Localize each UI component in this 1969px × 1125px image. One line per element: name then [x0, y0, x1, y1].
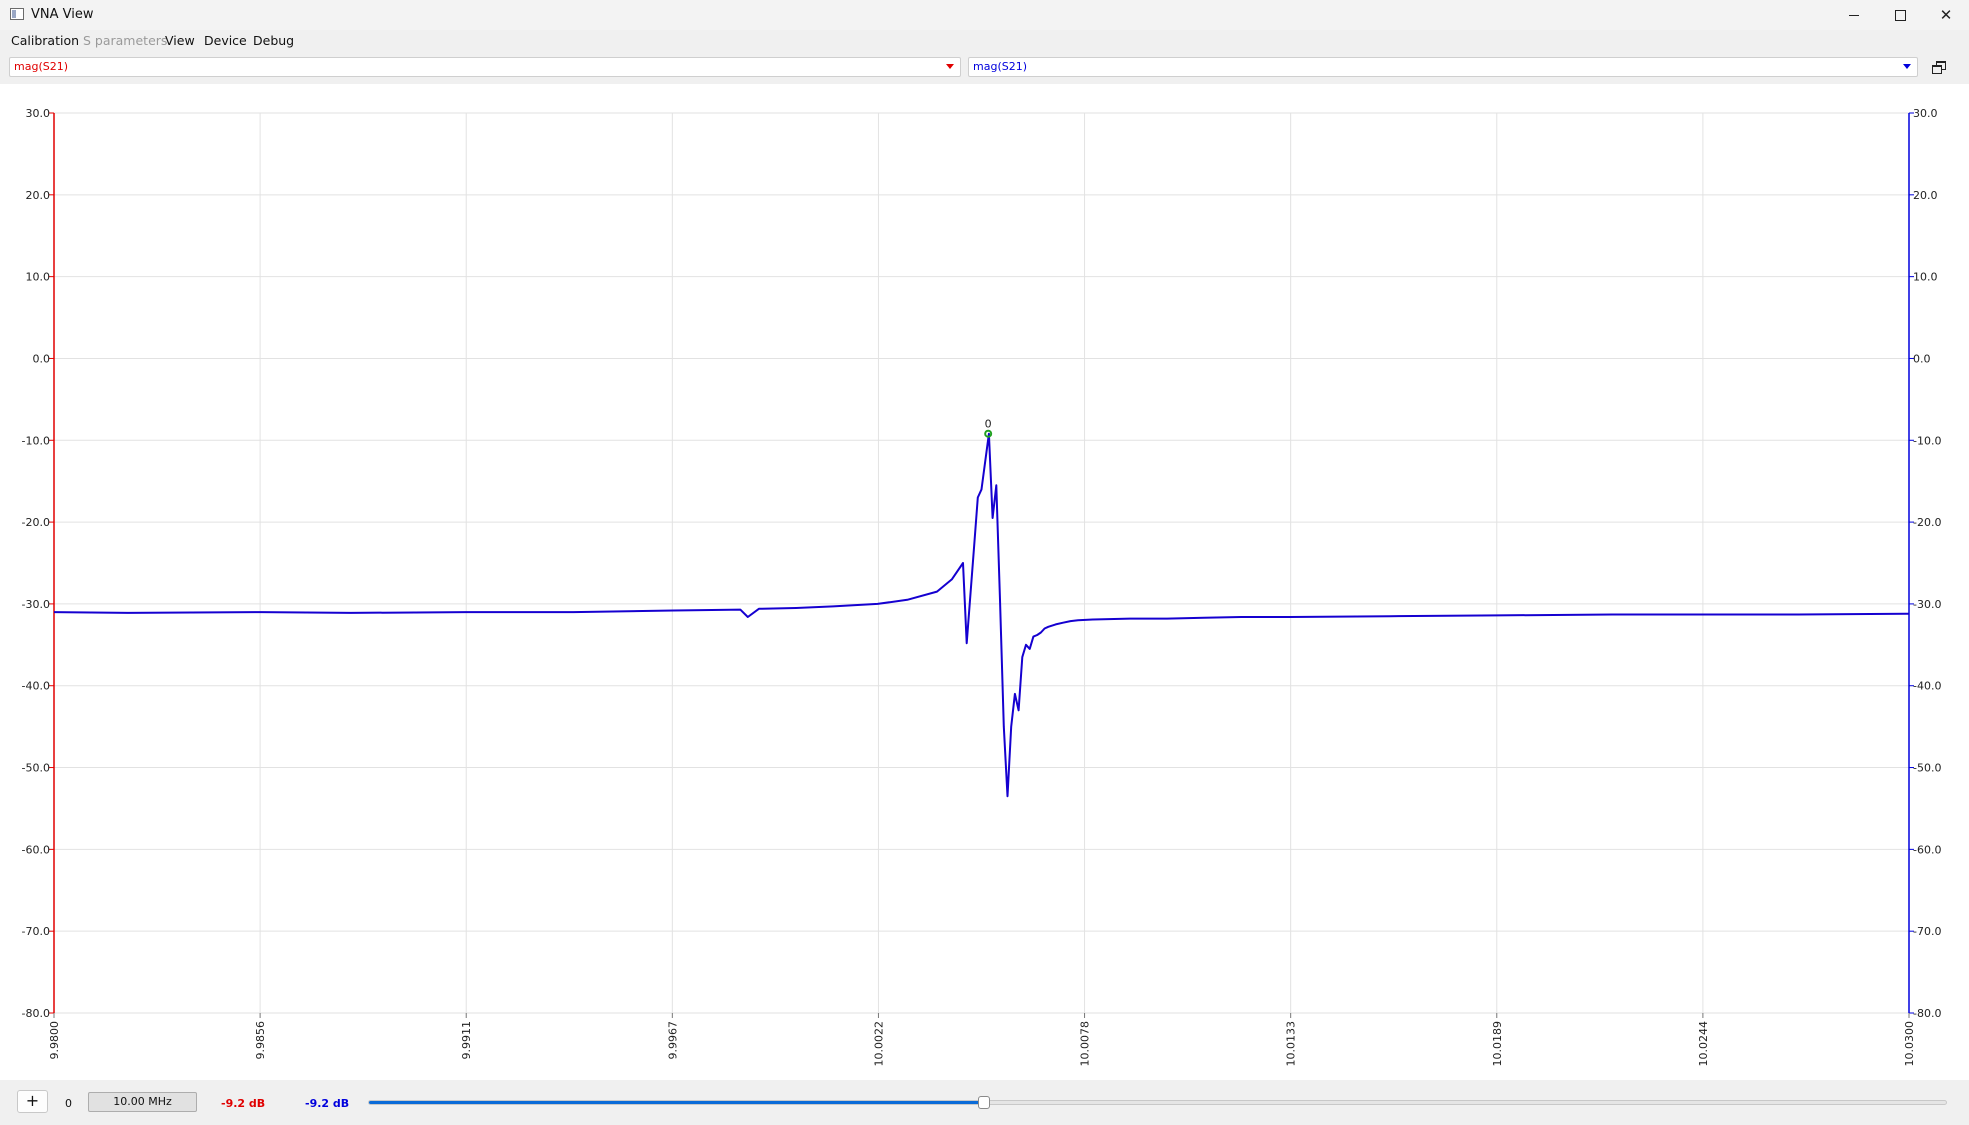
y-tick-label-left: -80.0	[22, 1007, 50, 1020]
minimize-icon	[1849, 15, 1859, 16]
right-trace-select[interactable]: mag(S21)	[968, 57, 1918, 77]
y-tick-label-right: -60.0	[1913, 843, 1941, 856]
x-tick-label: 10.0300	[1903, 1021, 1916, 1067]
menu-s-parameters[interactable]: S parameters	[83, 33, 167, 48]
y-tick-label-left: 20.0	[26, 189, 51, 202]
undock-window-icon[interactable]	[1932, 60, 1946, 73]
slider-fill	[369, 1101, 984, 1104]
s21-trace-line	[54, 434, 1909, 797]
minimize-button[interactable]	[1831, 0, 1877, 30]
y-tick-label-right: -20.0	[1913, 516, 1941, 529]
x-tick-label: 10.0022	[872, 1021, 885, 1067]
y-tick-label-right: 0.0	[1913, 352, 1931, 365]
right-trace-select-value: mag(S21)	[973, 60, 1027, 73]
y-tick-label-left: -30.0	[22, 598, 50, 611]
trace-selector-row: mag(S21) mag(S21)	[0, 52, 1969, 84]
y-tick-label-left: -50.0	[22, 762, 50, 775]
y-tick-label-left: -60.0	[22, 843, 50, 856]
y-tick-label-left: -10.0	[22, 434, 50, 447]
x-tick-label: 10.0133	[1285, 1021, 1298, 1067]
y-tick-label-right: -30.0	[1913, 598, 1941, 611]
y-tick-label-left: 0.0	[33, 352, 51, 365]
y-tick-label-right: -70.0	[1913, 925, 1941, 938]
menu-bar: Calibration S parameters View Device Deb…	[0, 30, 1969, 52]
plot-tick-labels: 30.0 30.0 20.0 20.0 10.0 10.0 0.0 0.0 -10.0 -10.0…	[22, 107, 1942, 1067]
marker-index: 0	[65, 1097, 72, 1110]
y-tick-label-left: -40.0	[22, 680, 50, 693]
menu-calibration[interactable]: Calibration	[11, 33, 79, 48]
y-tick-label-right: -80.0	[1913, 1007, 1941, 1020]
marker-0-label: 0	[985, 418, 992, 431]
y-tick-label-right: 20.0	[1913, 189, 1938, 202]
marker-frequency-field[interactable]: 10.00 MHz	[88, 1092, 197, 1112]
add-marker-button[interactable]: +	[17, 1090, 48, 1113]
x-tick-label: 9.9967	[666, 1021, 679, 1060]
marker-right-value: -9.2 dB	[305, 1097, 349, 1110]
y-tick-label-left: -70.0	[22, 925, 50, 938]
y-tick-label-left: 30.0	[26, 107, 51, 120]
y-tick-label-right: 10.0	[1913, 271, 1938, 284]
x-tick-label: 10.0244	[1697, 1021, 1710, 1067]
plot-axes	[49, 113, 1914, 1018]
y-tick-label-left: 10.0	[26, 271, 51, 284]
slider-handle[interactable]	[978, 1096, 990, 1109]
x-tick-label: 9.9911	[460, 1021, 473, 1060]
app-icon	[10, 8, 24, 20]
window-title: VNA View	[31, 7, 94, 22]
title-bar: VNA View ✕	[0, 0, 1969, 31]
menu-debug[interactable]: Debug	[253, 33, 294, 48]
close-icon: ✕	[1940, 6, 1953, 24]
y-tick-label-right: -40.0	[1913, 680, 1941, 693]
plot-grid	[54, 113, 1909, 1013]
y-tick-label-left: -20.0	[22, 516, 50, 529]
s21-magnitude-plot[interactable]: 30.0 30.0 20.0 20.0 10.0 10.0 0.0 0.0 -10.0 -10.0…	[0, 84, 1969, 1079]
chevron-down-icon	[1903, 64, 1911, 69]
y-tick-label-right: 30.0	[1913, 107, 1938, 120]
x-tick-label: 10.0189	[1491, 1021, 1504, 1067]
maximize-button[interactable]	[1877, 0, 1923, 30]
x-tick-label: 9.9800	[48, 1021, 61, 1060]
menu-device[interactable]: Device	[204, 33, 247, 48]
marker-left-value: -9.2 dB	[221, 1097, 265, 1110]
x-tick-label: 9.9856	[254, 1021, 267, 1060]
marker-frequency-slider[interactable]	[368, 1100, 1947, 1105]
close-button[interactable]: ✕	[1923, 0, 1969, 30]
y-tick-label-right: -50.0	[1913, 762, 1941, 775]
menu-view[interactable]: View	[165, 33, 195, 48]
left-trace-select[interactable]: mag(S21)	[9, 57, 961, 77]
maximize-icon	[1895, 10, 1906, 21]
x-tick-label: 10.0078	[1079, 1021, 1092, 1067]
left-trace-select-value: mag(S21)	[14, 60, 68, 73]
chevron-down-icon	[946, 64, 954, 69]
y-tick-label-right: -10.0	[1913, 434, 1941, 447]
